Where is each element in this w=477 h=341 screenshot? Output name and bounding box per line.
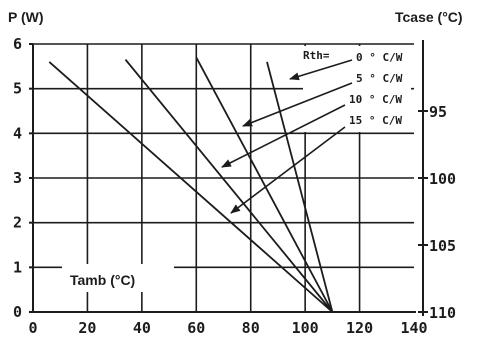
x-tick-label: 40: [133, 319, 151, 337]
series-line-0: [266, 61, 334, 313]
x-tick-label: 100: [292, 319, 319, 337]
legend-arrow-3: [230, 126, 346, 214]
legend-label-1: 5 ° C/W: [356, 72, 403, 85]
y-tick-label: 3: [13, 169, 22, 187]
y-tick-label: 4: [13, 124, 22, 142]
series-lines: [48, 56, 334, 313]
series-line-2: [124, 59, 334, 313]
y2-tick-label: 100: [429, 170, 456, 188]
y-axis-label: P (W): [8, 9, 44, 25]
y2-axis-label: Tcase (°C): [395, 9, 463, 25]
y-tick-label: 5: [13, 80, 22, 98]
x-tick-label: 80: [242, 319, 260, 337]
legend-label-3: 15 ° C/W: [349, 114, 402, 127]
x-tick-label: 20: [78, 319, 96, 337]
series-line-3: [48, 61, 333, 313]
legend-label-2: 10 ° C/W: [349, 93, 402, 106]
legend: Rth= 0 ° C/W 5 ° C/W 10 ° C/W 15 ° C/W: [221, 46, 411, 214]
x-axis-label: Tamb (°C): [70, 272, 135, 288]
x-label-background: [62, 264, 174, 292]
y2-tick-label: 110: [429, 304, 456, 322]
y-tick-label: 2: [13, 214, 22, 232]
legend-arrow-0: [289, 59, 353, 81]
y-tick-label: 6: [13, 35, 22, 53]
series-line-1: [195, 56, 334, 313]
x-tick-label: 120: [346, 319, 373, 337]
x-tick-label: 140: [400, 319, 427, 337]
legend-title: Rth=: [303, 49, 330, 62]
legend-label-0: 0 ° C/W: [356, 51, 403, 64]
y-tick-label: 0: [13, 303, 22, 321]
y2-tick-label: 105: [429, 237, 456, 255]
legend-arrow-1: [242, 82, 353, 127]
x-tick-label: 0: [28, 319, 37, 337]
y2-tick-label: 95: [429, 103, 447, 121]
y-tick-label: 1: [13, 258, 22, 276]
x-tick-label: 60: [187, 319, 205, 337]
legend-arrow-2: [221, 104, 346, 168]
